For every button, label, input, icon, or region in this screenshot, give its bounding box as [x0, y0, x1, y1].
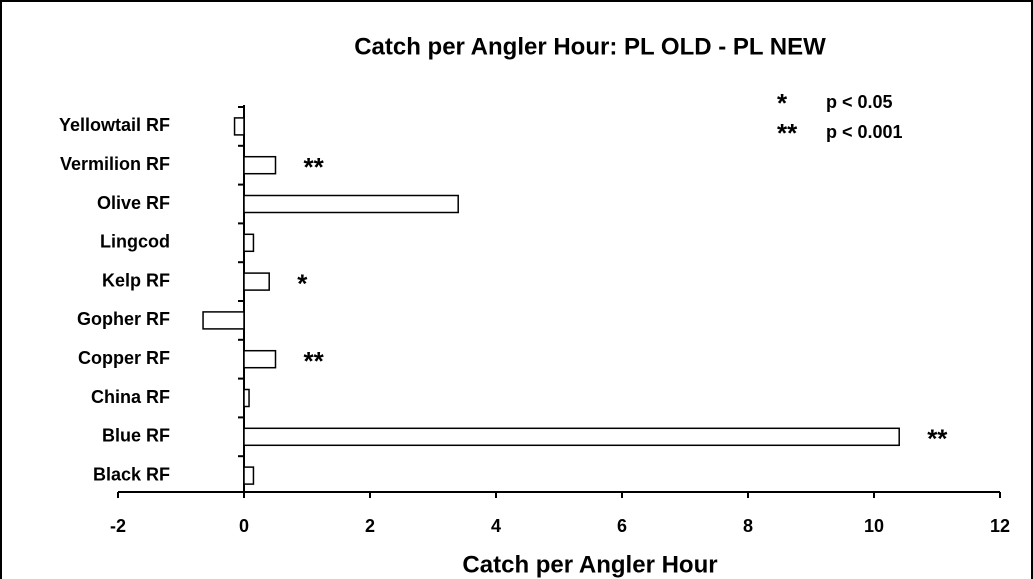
y-tick-label: Black RF [93, 464, 170, 484]
legend-label: p < 0.001 [826, 122, 903, 142]
bar [243, 388, 250, 408]
significance-marker: ** [304, 346, 325, 376]
bar [243, 466, 255, 485]
significance-marker: * [297, 268, 308, 298]
bar [243, 233, 255, 253]
legend-label: p < 0.05 [826, 92, 893, 112]
bar [243, 194, 459, 214]
y-tick-label: Yellowtail RF [59, 115, 170, 135]
y-tick-label: Gopher RF [77, 309, 170, 329]
significance-marker: ** [927, 424, 948, 454]
bar [202, 311, 245, 330]
x-axis-label: Catch per Angler Hour [462, 551, 717, 578]
y-tick-label: Kelp RF [102, 270, 170, 290]
y-tick-label: Blue RF [102, 426, 170, 446]
y-tick-label: Olive RF [97, 193, 170, 213]
bar [243, 349, 277, 369]
x-tick-label: 0 [239, 516, 249, 536]
x-tick-label: 4 [491, 516, 501, 536]
x-tick-label: 2 [365, 516, 375, 536]
significance-marker: ** [304, 152, 325, 182]
bar [233, 117, 245, 136]
y-tick-label: Copper RF [78, 348, 170, 368]
x-tick-label: 6 [617, 516, 627, 536]
legend-symbol: * [777, 88, 788, 118]
bar [243, 272, 270, 291]
chart-title: Catch per Angler Hour: PL OLD - PL NEW [354, 33, 826, 60]
x-tick-label: 10 [864, 516, 884, 536]
y-tick-label: China RF [91, 387, 170, 407]
y-tick-label: Vermilion RF [60, 154, 170, 174]
bar [243, 427, 900, 447]
x-tick-label: -2 [110, 516, 126, 536]
x-tick-label: 8 [743, 516, 753, 536]
legend-symbol: ** [777, 118, 798, 148]
bar [243, 155, 277, 175]
x-tick-label: 12 [990, 516, 1010, 536]
y-tick-label: Lingcod [100, 232, 170, 252]
